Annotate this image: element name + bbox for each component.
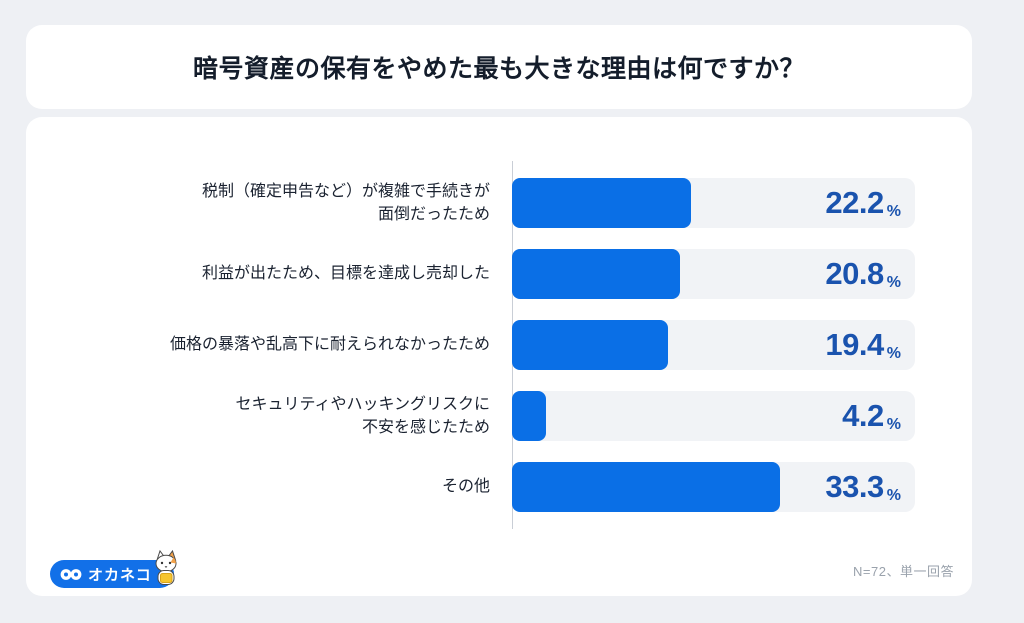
value-label: 22.2 % <box>825 178 901 228</box>
value-label: 19.4 % <box>825 320 901 370</box>
bar-fill <box>512 391 546 441</box>
infinity-eyes-icon <box>60 568 82 580</box>
value-label: 4.2 % <box>842 391 901 441</box>
bar-fill <box>512 178 691 228</box>
value-number: 19.4 <box>825 327 884 362</box>
bar-fill <box>512 320 669 370</box>
brand-logo: オカネコ <box>50 549 177 588</box>
bar-fill <box>512 462 781 512</box>
bar-cell: 20.8 % <box>512 249 915 299</box>
bar-cell: 33.3 % <box>512 462 915 512</box>
chart-row: 価格の暴落や乱高下に耐えられなかったため 19.4 % <box>26 320 972 370</box>
bar-track <box>512 391 915 441</box>
percent-sign: % <box>886 416 901 433</box>
value-number: 33.3 <box>825 469 884 504</box>
percent-sign: % <box>886 274 901 291</box>
chart-row: 税制（確定申告など）が複雑で手続きが 面倒だったため 22.2 % <box>26 178 972 228</box>
value-number: 22.2 <box>825 185 884 220</box>
value-number: 20.8 <box>825 256 884 291</box>
percent-sign: % <box>886 487 901 504</box>
chart-card: 税制（確定申告など）が複雑で手続きが 面倒だったため 22.2 % 利益が出たた… <box>26 117 972 596</box>
category-label: 価格の暴落や乱高下に耐えられなかったため <box>169 336 490 354</box>
value-number: 4.2 <box>842 398 884 433</box>
bar-cell: 22.2 % <box>512 178 915 228</box>
category-label: その他 <box>441 478 490 496</box>
percent-sign: % <box>886 203 901 220</box>
bar-chart: 税制（確定申告など）が複雑で手続きが 面倒だったため 22.2 % 利益が出たた… <box>26 178 972 533</box>
category-label: 利益が出たため、目標を達成し売却した <box>201 265 490 283</box>
value-label: 33.3 % <box>825 462 901 512</box>
logo-pill: オカネコ <box>50 549 177 588</box>
bar-cell: 4.2 % <box>512 391 915 441</box>
chart-row: 利益が出たため、目標を達成し売却した 20.8 % <box>26 249 972 299</box>
value-label: 20.8 % <box>825 249 901 299</box>
category-label: セキュリティやハッキングリスクに 不安を感じたため <box>235 395 490 436</box>
sample-note: N=72、単一回答 <box>853 564 954 579</box>
category-label: 税制（確定申告など）が複雑で手続きが 面倒だったため <box>201 182 490 223</box>
percent-sign: % <box>886 345 901 362</box>
cat-mascot-icon <box>155 549 177 585</box>
title-card: 暗号資産の保有をやめた最も大きな理由は何ですか？ <box>26 25 972 109</box>
logo-text: オカネコ <box>88 566 152 584</box>
bar-cell: 19.4 % <box>512 320 915 370</box>
chart-row: セキュリティやハッキングリスクに 不安を感じたため 4.2 % <box>26 391 972 441</box>
page-title: 暗号資産の保有をやめた最も大きな理由は何ですか？ <box>192 55 805 83</box>
bar-fill <box>512 249 680 299</box>
chart-row: その他 33.3 % <box>26 462 972 512</box>
